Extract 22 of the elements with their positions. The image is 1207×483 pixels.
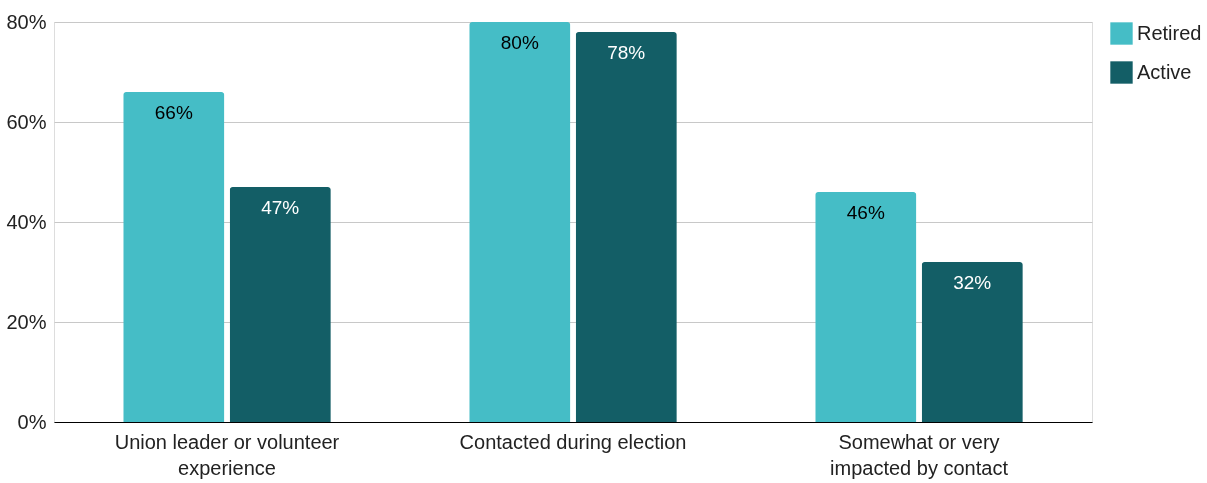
x-tick-label: Union leader or volunteer experience (114, 430, 340, 479)
bar (229, 187, 331, 422)
x-tick-label: Contacted during election (459, 430, 687, 453)
bar (575, 32, 677, 422)
data-label: 66% (154, 102, 193, 123)
data-label: 80% (500, 32, 539, 53)
data-label: 32% (953, 272, 992, 293)
legend-label: Active (1137, 60, 1192, 83)
bar (921, 262, 1023, 422)
data-label: 78% (607, 42, 646, 63)
data-label: 46% (846, 202, 885, 223)
data-label: 47% (261, 197, 300, 218)
x-tick-label: Somewhat or very impacted by contact (830, 430, 1009, 479)
legend-label: Retired (1137, 21, 1202, 44)
y-tick-label: 0% (17, 410, 47, 433)
bar (123, 92, 225, 422)
y-tick-label: 40% (6, 210, 47, 233)
bar (469, 22, 571, 422)
y-tick-label: 20% (6, 310, 47, 333)
bar (815, 192, 917, 422)
y-tick-label: 60% (6, 110, 47, 133)
y-tick-label: 80% (6, 10, 47, 33)
